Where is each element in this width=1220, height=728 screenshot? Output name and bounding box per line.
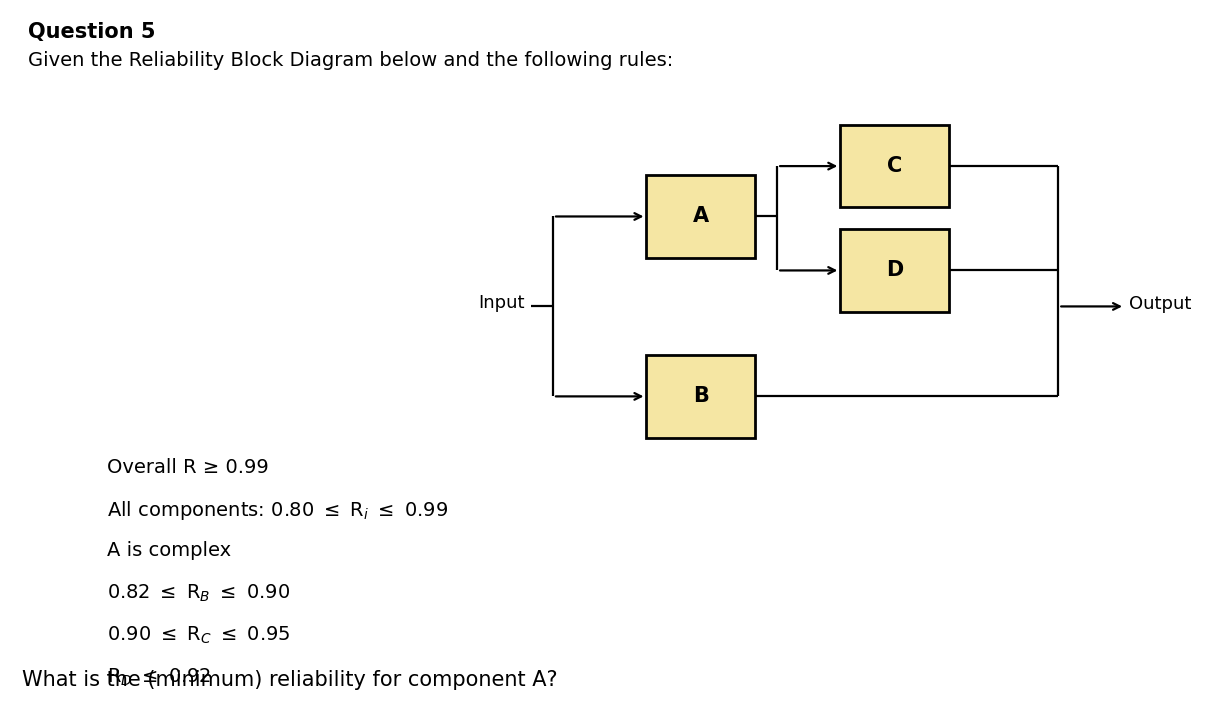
Text: C: C: [887, 156, 903, 176]
Text: Output: Output: [1128, 296, 1191, 313]
Text: What is the (minimum) reliability for component A?: What is the (minimum) reliability for co…: [22, 670, 558, 690]
Text: B: B: [693, 387, 709, 406]
Text: Overall R ≥ 0.99: Overall R ≥ 0.99: [107, 458, 268, 477]
Text: A is complex: A is complex: [107, 541, 232, 560]
Text: 0.82 $\leq$ R$_B$ $\leq$ 0.90: 0.82 $\leq$ R$_B$ $\leq$ 0.90: [107, 583, 290, 604]
Text: Question 5: Question 5: [28, 22, 156, 42]
Text: Input: Input: [478, 294, 525, 312]
Bar: [647, 175, 755, 258]
Text: All components: 0.80 $\leq$ R$_i$ $\leq$ 0.99: All components: 0.80 $\leq$ R$_i$ $\leq$…: [107, 499, 449, 522]
Text: A: A: [693, 207, 709, 226]
Bar: [841, 124, 949, 207]
Bar: [647, 355, 755, 438]
Text: R$_D$ $\leq$ 0.92: R$_D$ $\leq$ 0.92: [107, 666, 211, 687]
Text: 0.90 $\leq$ R$_C$ $\leq$ 0.95: 0.90 $\leq$ R$_C$ $\leq$ 0.95: [107, 625, 290, 646]
Text: D: D: [886, 261, 903, 280]
Bar: [841, 229, 949, 312]
Text: Given the Reliability Block Diagram below and the following rules:: Given the Reliability Block Diagram belo…: [28, 51, 673, 70]
